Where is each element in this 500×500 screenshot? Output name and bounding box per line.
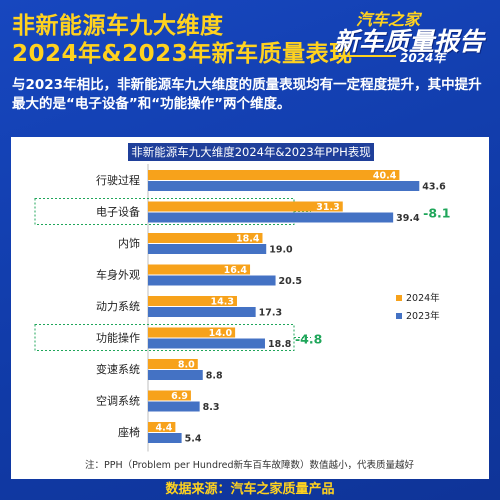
category-label: 动力系统 (96, 300, 140, 313)
bar-2024 (148, 201, 343, 212)
bar-2023 (148, 181, 420, 191)
logo-underline (334, 55, 396, 57)
report-logo: 汽车之家 新车质量报告 2024年 (334, 6, 492, 65)
description-text: 与2023年相比，非新能源车九大维度的质量表现均有一定程度提升，其中提升最大的是… (12, 77, 482, 112)
bar-2024 (148, 327, 236, 338)
bar-2024 (148, 390, 191, 401)
value-label-2024: 18.4 (236, 234, 260, 245)
logo-name: 新车质量报告 (334, 27, 485, 56)
category-label: 行驶过程 (96, 173, 140, 187)
legend-swatch-2024 (396, 295, 402, 301)
value-label-2024: 40.4 (373, 171, 397, 182)
bar-chart: 行驶过程 40.4 43.6 -8.1 电子设备 31.3 39.4 内饰 18.4 19.0 车身… (34, 164, 450, 452)
value-label-2024: 31.3 (316, 202, 339, 213)
bar-2024 (148, 264, 251, 275)
value-label-2023: 18.8 (268, 339, 292, 350)
value-label-2023: 20.5 (279, 276, 302, 287)
bar-2023 (148, 370, 203, 380)
category-label: 电子设备 (96, 205, 140, 219)
value-label-2024: 16.4 (224, 265, 248, 276)
value-label-2023: 39.4 (396, 213, 420, 224)
value-label-2023: 8.8 (206, 371, 223, 382)
bar-2023 (148, 433, 182, 443)
category-label: 内饰 (118, 236, 140, 250)
value-label-2024: 4.4 (156, 423, 173, 434)
category-label: 座椅 (118, 425, 140, 439)
footnote: 注：PPH（Problem per Hundred新车百车故障数）数值越小，代表… (85, 460, 415, 471)
legend-label-2024: 2024年 (406, 292, 440, 304)
value-label-2023: 17.3 (259, 308, 282, 319)
bar-2023 (148, 244, 267, 254)
value-label-2023: 43.6 (422, 182, 446, 193)
legend-swatch-2023 (396, 313, 402, 319)
data-source: 数据来源：汽车之家质量产品 (165, 482, 335, 497)
value-label-2023: 19.0 (269, 245, 293, 256)
bar-2023 (148, 307, 256, 317)
page-title-line2: 2024年&2023年新车质量表现 (12, 41, 353, 67)
chart-panel: 非新能源车九大维度2024年&2023年PPH表现 行驶过程 40.4 43.6 -8… (11, 137, 489, 479)
value-label-2023: 5.4 (185, 434, 202, 445)
bar-2024 (148, 296, 237, 306)
legend-label-2023: 2023年 (406, 310, 440, 322)
value-label-2024: 14.3 (211, 297, 234, 308)
bar-2023 (148, 401, 200, 412)
bar-2024 (148, 359, 198, 369)
logo-year: 2024年 (400, 51, 446, 65)
bar-2024 (148, 422, 176, 432)
bar-2023 (148, 338, 265, 349)
value-label-2024: 6.9 (171, 391, 188, 402)
logo-brand: 汽车之家 (356, 10, 421, 29)
category-label: 功能操作 (96, 331, 140, 345)
category-label: 车身外观 (96, 268, 140, 282)
highlight-change-label: -4.8 (295, 332, 322, 347)
bar-2023 (148, 275, 276, 286)
bar-2024 (148, 233, 263, 243)
highlight-change-label: -8.1 (423, 206, 450, 221)
bar-2024 (148, 170, 400, 180)
category-label: 变速系统 (96, 362, 140, 376)
value-label-2024: 8.0 (178, 360, 195, 371)
category-label: 空调系统 (96, 394, 140, 408)
value-label-2023: 8.3 (203, 402, 220, 413)
bar-2023 (148, 212, 394, 223)
chart-title: 非新能源车九大维度2024年&2023年PPH表现 (128, 143, 374, 161)
page-title-line1: 非新能源车九大维度 (12, 13, 224, 39)
value-label-2024: 14.0 (209, 328, 233, 339)
